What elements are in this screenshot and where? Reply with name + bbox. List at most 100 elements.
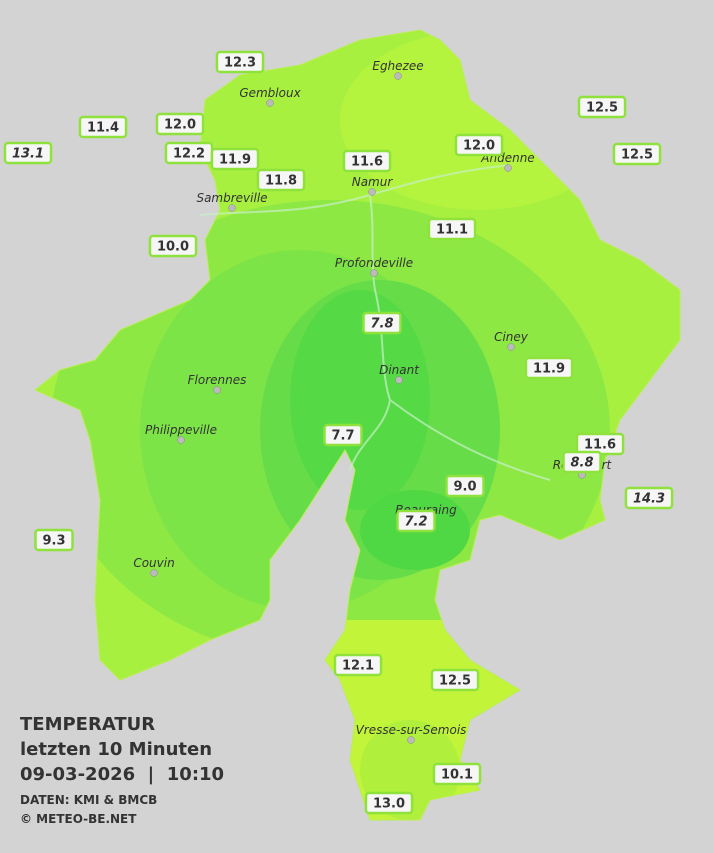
station: 11.4 [78,115,128,139]
station-temperature: 10.1 [441,768,473,783]
city-label: Dinant [379,363,420,377]
city-dot [368,188,376,196]
city-label: Philippeville [145,423,217,437]
station-box [427,217,477,241]
station-temperature: 11.4 [87,121,119,136]
station-temperature: 7.8 [370,317,393,332]
station-temperature: 10.0 [157,240,189,255]
station: 11.1 [427,217,477,241]
station-temperature: 8.8 [570,456,593,471]
city-label: Vresse-sur-Semois [356,723,467,737]
legend-source: DATEN: KMI & BMCB [20,793,157,807]
station: 12.5 [430,668,480,692]
station-temperature: 11.1 [436,223,468,238]
station-box [562,450,602,474]
station: 12.5 [612,142,662,166]
station: 11.6 [575,432,625,456]
station: 10.0 [148,234,198,258]
station-box [34,528,74,552]
station-temperature: 14.3 [633,492,665,507]
station-temperature: 11.9 [533,362,565,377]
station-box [454,133,504,157]
city-label: Gembloux [239,86,301,100]
station: 7.2 [396,509,436,533]
station: 12.2 [164,141,214,165]
city-label: Couvin [133,556,174,570]
station: 8.8 [562,450,602,474]
station-temperature: 7.7 [331,429,354,444]
city-label: Eghezee [372,59,423,73]
station: 11.9 [524,356,574,380]
station-box [155,112,205,136]
station-temperature: 12.5 [621,148,653,163]
station: 7.7 [323,423,363,447]
city-label: Ciney [494,330,529,344]
city-dot [370,269,378,277]
station-box [364,791,414,815]
station: 12.3 [215,50,265,74]
legend-title: TEMPERATUR [20,714,155,735]
city-label: Florennes [188,373,247,387]
rivers [199,164,551,481]
station: 11.9 [210,147,260,171]
station-temperature: 9.3 [42,534,65,549]
station-box [396,509,436,533]
city-dot [177,436,185,444]
station: 9.0 [445,474,485,498]
station-temperature: 12.1 [342,659,374,674]
city-dot [228,204,236,212]
city-dot [266,99,274,107]
station-box [432,762,482,786]
station-temperature: 11.6 [584,438,616,453]
station-box [342,149,392,173]
station-box [78,115,128,139]
city-label: Profondeville [335,256,413,270]
station-box [624,486,674,510]
station-temperature: 7.2 [404,515,427,530]
legend-copyright: © METEO-BE.NET [20,812,137,826]
station-box [430,668,480,692]
station-temperature: 12.5 [439,674,471,689]
station-box [323,423,363,447]
station-temperature: 12.0 [164,118,196,133]
station: 7.8 [362,311,402,335]
station-temperature: 13.0 [373,797,405,812]
city-label: Sambreville [196,191,267,205]
station-box [577,95,627,119]
station-box [148,234,198,258]
station-temperature: 12.2 [173,147,205,162]
station: 11.6 [342,149,392,173]
station-box [333,653,383,677]
station: 10.1 [432,762,482,786]
city-dot [395,376,403,384]
station: 12.0 [454,133,504,157]
station-box [612,142,662,166]
station: 13.1 [3,141,53,165]
station-temperature: 11.8 [265,174,297,189]
city-dot [407,736,415,744]
station-temperature: 12.5 [586,101,618,116]
station: 13.0 [364,791,414,815]
station-temperature: 13.1 [12,147,44,162]
station-temperature: 12.3 [224,56,256,71]
legend-datetime: 09-03-2026 | 10:10 [20,764,224,785]
station-box [362,311,402,335]
station: 11.8 [256,168,306,192]
station-box [215,50,265,74]
station-box [256,168,306,192]
city-dot [213,386,221,394]
station-box [210,147,260,171]
station-temperature: 11.6 [351,155,383,170]
city-dot [507,343,515,351]
station: 12.5 [577,95,627,119]
city-label: Namur [352,175,394,189]
station-temperature: 9.0 [453,480,476,495]
station-temperature: 11.9 [219,153,251,168]
station: 12.0 [155,112,205,136]
station: 12.1 [333,653,383,677]
station: 14.3 [624,486,674,510]
city-dot [504,164,512,172]
station-temperature: 12.0 [463,139,495,154]
